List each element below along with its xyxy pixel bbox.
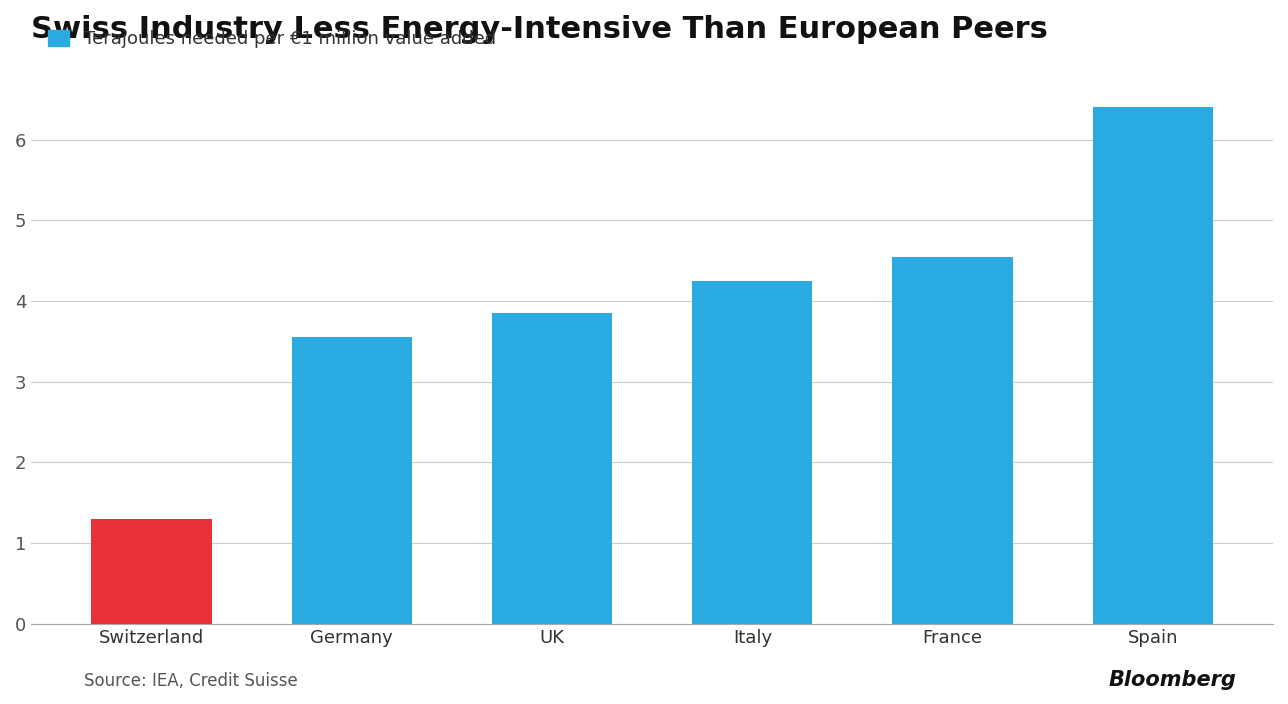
- Bar: [91, 519, 211, 624]
- Bar: [692, 281, 813, 624]
- Bar: [893, 256, 1012, 624]
- Bar: [1092, 107, 1213, 624]
- Bar: [291, 337, 412, 624]
- Text: Swiss Industry Less Energy-Intensive Than European Peers: Swiss Industry Less Energy-Intensive Tha…: [31, 15, 1048, 44]
- Bar: [492, 313, 612, 624]
- Text: Bloomberg: Bloomberg: [1109, 670, 1236, 690]
- Text: Source: IEA, Credit Suisse: Source: IEA, Credit Suisse: [84, 672, 298, 690]
- Legend: Terajoules needed per €1 million value added: Terajoules needed per €1 million value a…: [40, 23, 504, 56]
